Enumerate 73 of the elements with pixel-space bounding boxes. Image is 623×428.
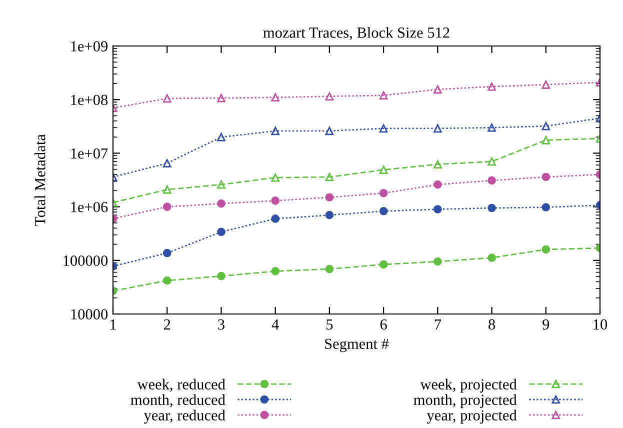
point xyxy=(488,176,496,185)
point xyxy=(217,132,226,142)
x-tick-label: 2 xyxy=(164,319,170,330)
y-tick-label: 100000 xyxy=(64,256,108,266)
point xyxy=(325,193,334,202)
point xyxy=(162,248,172,258)
point xyxy=(379,91,388,100)
x-tick-label: 1 xyxy=(110,319,116,330)
point xyxy=(434,124,442,133)
point xyxy=(325,92,334,101)
point xyxy=(488,82,496,91)
point xyxy=(434,85,442,94)
point xyxy=(379,166,388,174)
point xyxy=(379,260,388,269)
x-tick-label: 5 xyxy=(326,319,333,330)
point xyxy=(542,80,550,89)
y-tick-label: 10000 xyxy=(71,309,108,320)
point xyxy=(488,254,496,262)
point xyxy=(542,172,550,182)
point xyxy=(162,159,172,168)
x-axis-title: Segment # xyxy=(325,338,389,352)
point xyxy=(271,196,280,205)
point xyxy=(542,245,550,254)
legend-label: month, projected xyxy=(414,394,517,408)
x-tick-label: 4 xyxy=(272,319,279,330)
point xyxy=(271,266,280,276)
point xyxy=(488,204,496,212)
point xyxy=(271,214,280,223)
point xyxy=(271,173,280,182)
point xyxy=(217,94,226,102)
point xyxy=(434,180,442,189)
legend-label: year, reduced xyxy=(144,410,226,424)
point xyxy=(325,264,334,274)
point xyxy=(434,257,442,266)
point xyxy=(325,172,334,182)
point xyxy=(162,94,172,103)
point xyxy=(325,126,334,136)
x-tick-label: 3 xyxy=(218,319,224,330)
y-axis-title: Total Metadata xyxy=(34,134,46,226)
chart-title: mozart Traces, Block Size 512 xyxy=(263,27,450,40)
legend-label: week, projected xyxy=(420,378,517,393)
point xyxy=(325,210,334,220)
point xyxy=(217,272,226,280)
legend-label: year, projected xyxy=(426,410,517,424)
x-tick-label: 9 xyxy=(542,319,550,330)
point xyxy=(162,202,172,211)
x-tick-label: 10 xyxy=(594,319,608,330)
point xyxy=(271,93,280,102)
x-tick-label: 6 xyxy=(380,319,387,330)
y-tick-label: 1e+07 xyxy=(71,148,108,159)
legend-label: week, reduced xyxy=(137,378,226,392)
point xyxy=(271,126,280,136)
point xyxy=(434,160,442,168)
legend-label: month, reduced xyxy=(130,394,226,408)
x-tick-label: 7 xyxy=(434,319,442,330)
x-tick-label: 8 xyxy=(488,319,496,330)
point xyxy=(217,228,226,236)
point xyxy=(542,203,550,212)
point xyxy=(488,123,496,132)
point xyxy=(542,122,550,130)
point xyxy=(217,180,226,189)
y-tick-label: 1e+06 xyxy=(71,202,108,212)
point xyxy=(162,276,172,285)
point xyxy=(488,157,496,166)
point xyxy=(217,199,226,208)
y-tick-label: 1e+08 xyxy=(71,94,108,106)
point xyxy=(542,136,550,144)
point xyxy=(434,205,442,214)
point xyxy=(379,188,388,198)
point xyxy=(379,206,388,216)
point xyxy=(162,185,172,194)
point xyxy=(379,124,388,133)
y-tick-label: 1e+09 xyxy=(71,41,108,52)
